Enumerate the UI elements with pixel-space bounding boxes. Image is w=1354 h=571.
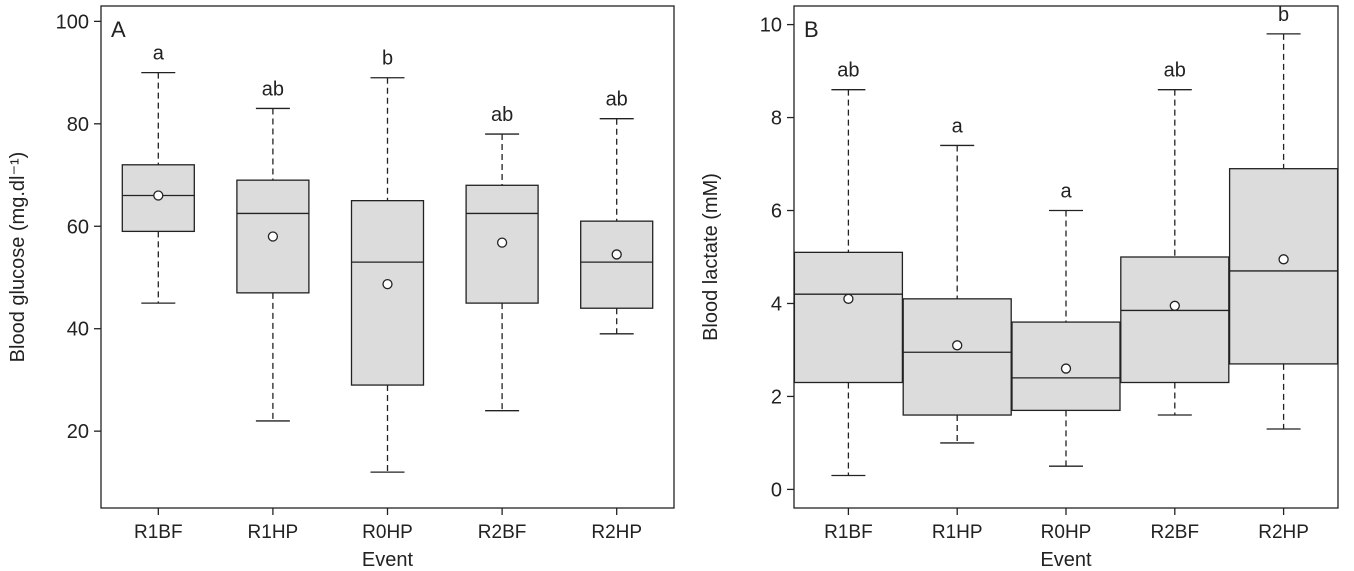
- significance-letter: ab: [837, 60, 859, 82]
- box-R2BF: ab: [1120, 60, 1230, 416]
- significance-letter: ab: [262, 78, 284, 100]
- mean-marker: [1278, 254, 1289, 265]
- panel-B: 0 2 4 6 8 10 R1BF R1HP R0HP R2BF R2HP ab a a ab b B Event…: [700, 4, 1339, 571]
- mean-marker: [267, 231, 279, 242]
- mean-marker: [952, 340, 963, 351]
- significance-letter: ab: [491, 104, 513, 126]
- box-iqr: [1228, 168, 1339, 365]
- box-R1BF: ab: [793, 60, 904, 477]
- x-tick-label: R1HP: [248, 522, 299, 543]
- significance-letter: b: [1278, 4, 1289, 26]
- y-tick-label: 60: [67, 216, 89, 238]
- y-axis-title: Blood lactate (mM): [700, 173, 722, 341]
- significance-letter: ab: [606, 89, 628, 111]
- x-axis-title: Event: [1040, 549, 1092, 571]
- box-R1HP: ab: [236, 78, 310, 422]
- x-tick-label: R0HP: [362, 522, 413, 543]
- mean-marker: [153, 190, 164, 201]
- y-tick-label: 6: [771, 201, 782, 223]
- mean-marker: [843, 293, 854, 304]
- panel-label: B: [804, 17, 819, 42]
- box-R1BF: a: [121, 43, 195, 304]
- x-tick-label: R2HP: [591, 522, 642, 543]
- box-R2BF: ab: [465, 104, 539, 412]
- y-tick-label: 8: [771, 108, 782, 130]
- box-iqr: [902, 298, 1012, 416]
- box-iqr: [350, 200, 425, 386]
- x-tick-label: R2BF: [1151, 522, 1200, 543]
- x-axis-title: Event: [362, 549, 414, 571]
- box-iqr: [1120, 256, 1230, 384]
- significance-letter: a: [952, 115, 964, 137]
- x-tick-label: R1HP: [932, 522, 983, 543]
- y-tick-label: 20: [67, 421, 89, 443]
- significance-letter: a: [1060, 181, 1072, 203]
- box-iqr: [580, 220, 654, 309]
- mean-marker: [1169, 300, 1180, 311]
- y-tick-label: 0: [771, 479, 782, 501]
- box-R2HP: b: [1228, 4, 1339, 430]
- x-tick-label: R0HP: [1041, 522, 1092, 543]
- y-tick-label: 80: [67, 114, 89, 136]
- significance-letter: a: [153, 43, 165, 65]
- box-iqr: [793, 251, 904, 384]
- box-R1HP: a: [902, 115, 1012, 444]
- panel-A: 20 40 60 80 100 R1BF R1HP R0HP R2BF R2HP a ab b ab ab A…: [7, 5, 675, 571]
- box-R0HP: a: [1011, 181, 1121, 467]
- x-tick-label: R2HP: [1258, 522, 1309, 543]
- mean-marker: [1060, 363, 1072, 374]
- mean-marker: [382, 278, 393, 290]
- significance-letter: ab: [1164, 60, 1186, 82]
- mean-marker: [496, 237, 508, 248]
- x-tick-label: R1BF: [134, 522, 183, 543]
- y-tick-label: 2: [771, 386, 782, 408]
- box-R2HP: ab: [580, 89, 654, 335]
- y-axis-title: Blood glucose (mg.dl⁻¹): [7, 152, 29, 363]
- y-tick-label: 4: [771, 293, 782, 315]
- x-tick-label: R1BF: [824, 522, 873, 543]
- y-tick-label: 100: [56, 11, 89, 33]
- mean-marker: [611, 249, 622, 260]
- panel-label: A: [111, 17, 126, 42]
- x-tick-label: R2BF: [478, 522, 527, 543]
- y-tick-label: 40: [67, 319, 89, 341]
- box-R0HP: b: [350, 48, 425, 473]
- y-tick-label: 10: [760, 15, 782, 37]
- significance-letter: b: [382, 48, 393, 70]
